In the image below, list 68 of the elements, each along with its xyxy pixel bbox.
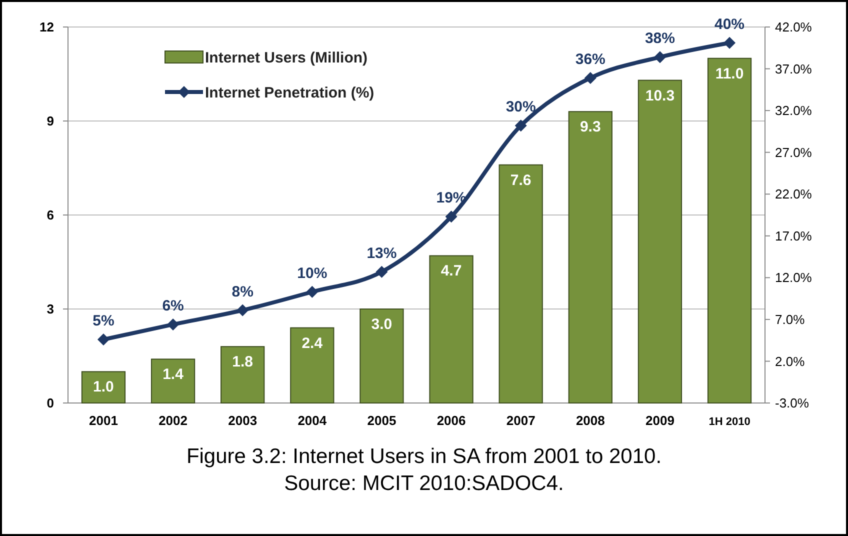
data-label: 38% — [644, 30, 675, 48]
y2-tick-label: 7.0% — [775, 312, 806, 327]
y-tick-label: 9 — [46, 114, 54, 129]
y2-tick-label: 42.0% — [775, 20, 812, 35]
y-tick-label: 12 — [40, 20, 54, 35]
point — [97, 334, 110, 346]
data-label: 10% — [297, 264, 328, 282]
point — [654, 51, 666, 64]
y2-tick-label: 27.0% — [775, 144, 812, 160]
bar — [290, 327, 334, 404]
data-label: 5% — [92, 312, 114, 330]
bar — [429, 255, 474, 404]
data-label: 1.8 — [232, 354, 254, 371]
y2-tick-label: 12.0% — [775, 270, 812, 286]
data-label: 1.0 — [93, 378, 114, 396]
legend-label: Internet Penetration (%) — [205, 84, 374, 102]
x-tick-label: 1H 2010 — [708, 416, 750, 428]
y2-tick-label: 22.0% — [775, 186, 812, 202]
y2-tick-label: 32.0% — [775, 103, 812, 118]
x-tick-label: 2008 — [576, 413, 605, 428]
data-label: 2.4 — [302, 334, 324, 352]
bar — [220, 346, 265, 404]
data-label: 3.0 — [371, 316, 392, 333]
point — [306, 286, 318, 298]
point — [584, 72, 596, 84]
data-label: 13% — [366, 244, 397, 262]
y2-tick-label: -3.0% — [775, 396, 810, 411]
y-tick-label: 6 — [46, 208, 54, 223]
x-tick-label: 2007 — [506, 413, 536, 428]
x-tick-label: 2001 — [89, 413, 118, 428]
data-label: 40% — [714, 16, 745, 33]
y2-tick-label: 17.0% — [775, 228, 812, 244]
x-tick-label: 2004 — [298, 413, 328, 428]
point — [445, 210, 458, 223]
bar — [638, 80, 682, 404]
data-label: 11.0 — [715, 65, 744, 82]
point — [167, 318, 180, 330]
bar — [81, 371, 126, 404]
data-label: 10.3 — [645, 87, 675, 104]
bar — [707, 58, 752, 404]
data-label: 4.7 — [440, 262, 462, 280]
y-tick-label: 3 — [46, 302, 54, 317]
source-note: Source: MCIT 2010:SADOC4. — [284, 472, 564, 495]
legend-label: Internet Users (Million) — [205, 49, 368, 66]
data-label: 30% — [506, 98, 536, 116]
point — [724, 36, 736, 49]
x-tick-label: 2002 — [158, 413, 188, 428]
y2-tick-label: 2.0% — [775, 354, 806, 369]
bar — [360, 308, 404, 404]
x-tick-label: 2005 — [367, 413, 396, 428]
data-label: 6% — [162, 297, 184, 314]
bar — [150, 358, 196, 404]
bar — [498, 164, 543, 404]
caption: Figure 3.2: Internet Users in SA from 2001 to 2010. — [186, 445, 662, 468]
point — [236, 304, 249, 316]
y-tick-label: 0 — [46, 396, 54, 411]
x-tick-label: 2009 — [646, 413, 674, 428]
data-label: 9.3 — [580, 118, 601, 136]
x-tick-label: 2006 — [436, 413, 466, 428]
y2-tick-label: 37.0% — [775, 61, 812, 76]
point — [376, 266, 388, 278]
data-label: 8% — [232, 283, 254, 300]
bar — [568, 111, 612, 404]
data-label: 7.6 — [510, 172, 532, 189]
point — [514, 120, 527, 132]
data-label: 1.4 — [162, 366, 184, 384]
data-label: 36% — [575, 50, 606, 68]
x-tick-label: 2003 — [228, 413, 258, 428]
